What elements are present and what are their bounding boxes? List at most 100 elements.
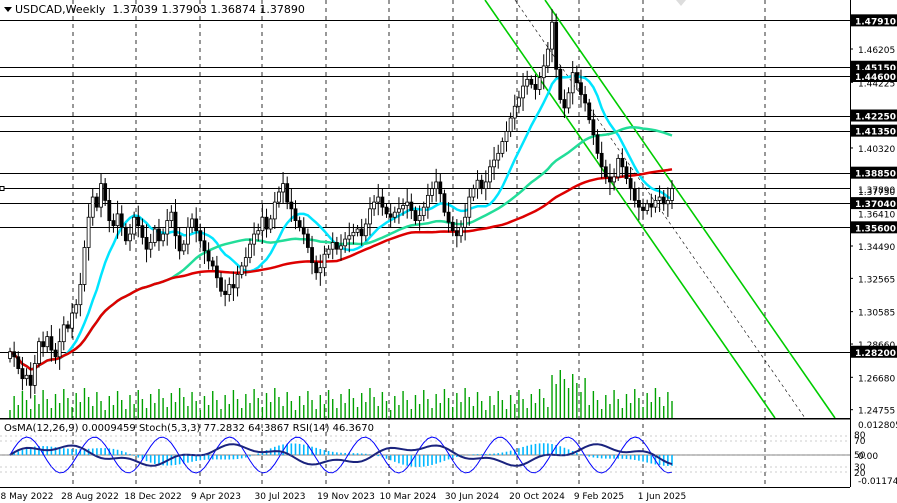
dropdown-triangle-icon[interactable] [4,7,12,12]
candle-body [330,242,335,250]
x-tick-label: 9 Feb 2025 [574,492,624,502]
candle-body [57,341,62,358]
candle-body [645,203,650,211]
candle-body [231,284,236,289]
candle-body [322,253,327,269]
candle-body [637,200,641,208]
candle-body [277,191,281,203]
candle-body [198,230,203,242]
candle-body [268,218,273,230]
level-label-box [851,197,897,210]
indicator-header: OsMA(12,26,9) 0.0009459 Stoch(5,3,3) 77.… [4,423,374,434]
candle-body [99,183,103,208]
candle-body [620,157,625,168]
candle-body [450,221,455,232]
volume-bars [9,370,673,418]
x-tick-label: 9 Apr 2023 [191,492,241,502]
candle-body [223,290,228,295]
candle-body [558,68,563,100]
candle-body [202,240,207,252]
symbol-header: USDCAD,Weekly 1.37039 1.37903 1.36874 1.… [4,3,305,16]
candle-body [628,178,633,190]
candle-body [136,216,141,227]
x-tick-label: 19 Nov 2023 [317,492,375,502]
osc-y-label: -0.011743 [858,477,897,487]
price-label: 1.37750 [858,188,895,198]
candle-body [442,193,447,213]
candle-body [570,72,575,94]
level-label: 1.41350 [855,128,896,138]
candle-body [53,349,58,358]
candlesticks [8,9,674,399]
candle-body [529,78,534,85]
candle-body [256,230,261,235]
candle-body [657,196,662,201]
candle-body [475,179,480,190]
candle-body [107,200,112,222]
candle-body [632,188,637,201]
candle-body [12,351,17,358]
candle-body [417,215,422,222]
candle-body [434,181,439,190]
candle-body [37,341,41,364]
stoch-level-label: 80 [854,431,866,441]
y-tick-label: 1.40320 [858,145,895,155]
candle-body [148,242,153,250]
candle-body [653,200,658,208]
candle-body [239,265,244,275]
x-tick-label: 20 Oct 2024 [509,492,565,502]
candle-body [272,201,277,220]
level-label-box [851,60,897,73]
candle-body [8,351,12,359]
candle-body [194,218,199,232]
candle-body [70,312,74,329]
candle-body [409,201,414,211]
candle-body [152,228,157,243]
candle-body [595,134,600,154]
x-tick-label: 8 May 2022 [1,492,54,502]
x-tick-label: 28 Aug 2022 [61,492,119,502]
stoch-level-label: 30 [854,463,866,473]
candle-body [347,235,352,240]
candle-body [314,262,319,274]
candle-body [521,85,525,99]
candle-body [305,233,310,248]
rsi-line [9,443,673,467]
candle-body [471,188,476,198]
candle-body [376,196,381,203]
stoch-main-line [9,436,673,474]
candle-body [413,210,418,222]
y-tick-label: 1.30585 [858,309,895,319]
candle-body [483,181,488,190]
candle-body [355,228,360,233]
x-tick-label: 10 Mar 2024 [379,492,436,502]
candle-body [281,183,285,193]
price-label: 1.36410 [858,211,895,221]
candle-body [397,208,401,213]
candle-body [227,284,232,295]
candle-body [488,166,492,183]
level-label: 1.45150 [855,64,896,74]
candle-body [343,238,348,247]
price-axis: 1.46205 1.44225 1.40320 1.34490 1.32565 1.305… [850,14,897,487]
candle-body [181,243,186,252]
osc-y-label: 0.00 [858,452,878,462]
candle-body [206,250,211,262]
candle-body [235,274,240,289]
candle-body [583,94,588,104]
candle-body [45,336,50,348]
candle-body [459,226,463,237]
candle-body [173,211,178,237]
candle-body [512,105,517,119]
candle-body [665,200,670,205]
candle-body [74,304,79,314]
candle-body [214,265,219,279]
candle-body [392,211,397,218]
level-label: 1.42250 [855,113,896,123]
candle-body [334,242,339,250]
y-tick-label: 1.26680 [858,374,895,384]
level-label: 1.35600 [855,224,896,234]
candle-body [252,233,257,245]
candle-body [508,117,513,132]
candle-body [587,102,592,121]
